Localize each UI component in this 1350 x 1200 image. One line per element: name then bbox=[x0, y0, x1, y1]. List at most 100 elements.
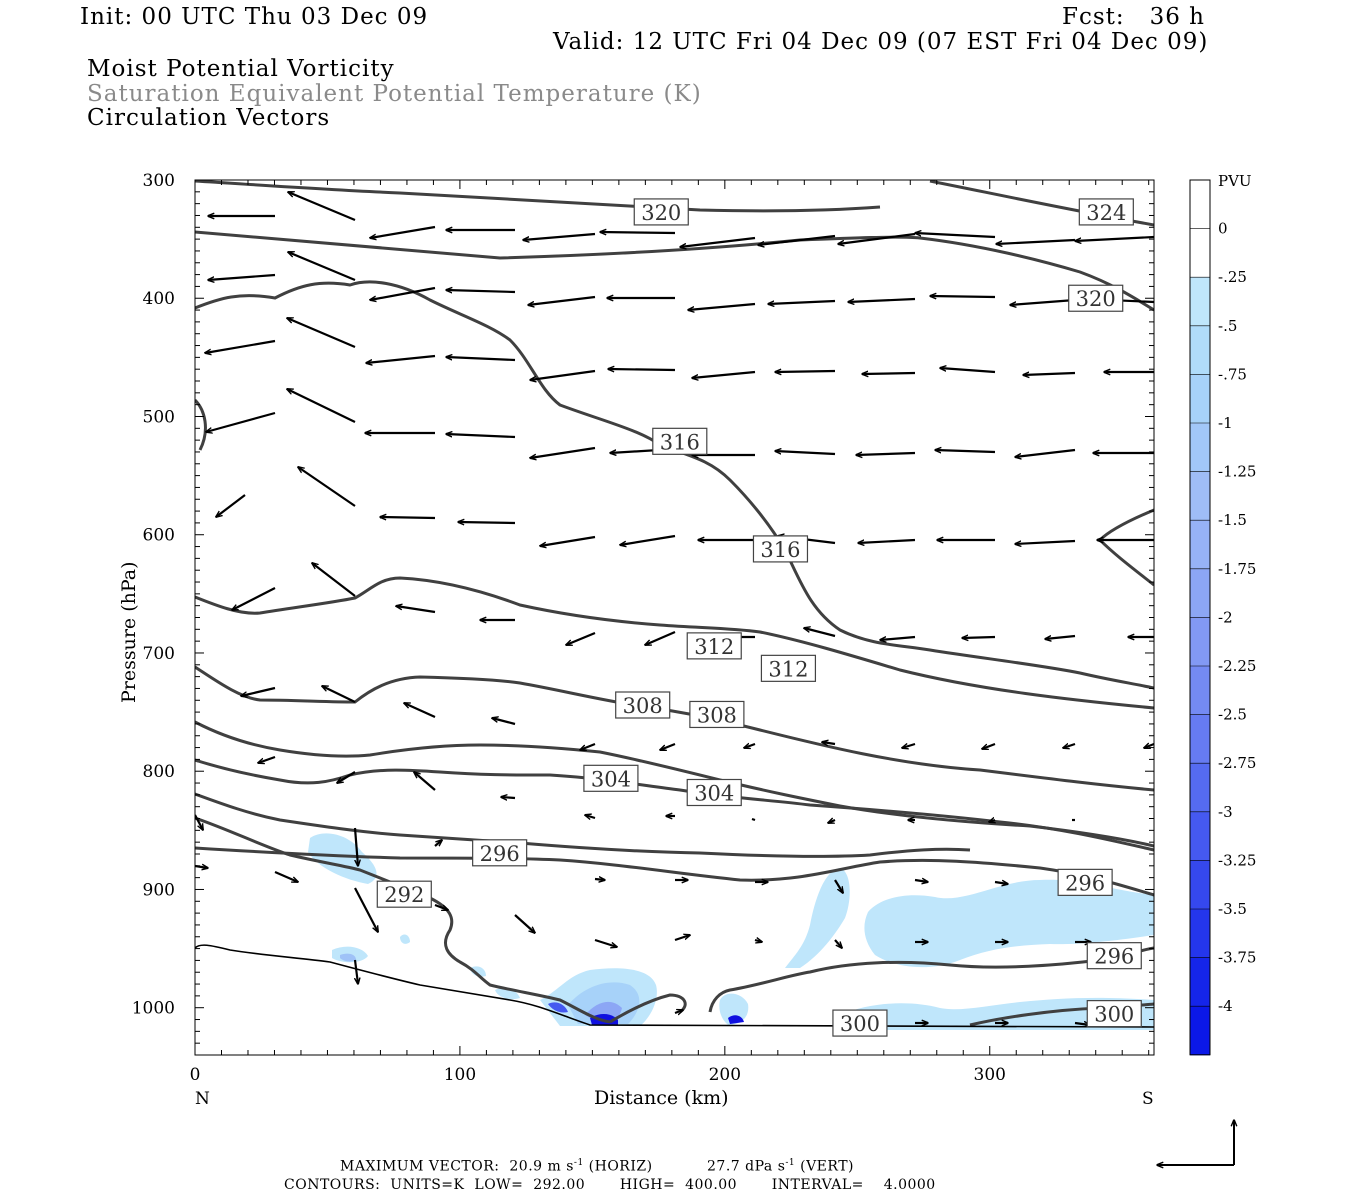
colorbar-units: PVU bbox=[1218, 172, 1252, 190]
colorbar-swatch bbox=[1190, 374, 1210, 423]
colorbar-swatch bbox=[1190, 229, 1210, 278]
pv-colorbar: 0 -.25 -.5 -.75 -1 -1.25 -1.5 -1.75 -2 -2.25 -2.5 -… bbox=[1190, 180, 1256, 1055]
circulation-vector bbox=[858, 540, 915, 543]
x-axis-label: Distance (km) bbox=[594, 1087, 729, 1109]
mpv-shading bbox=[308, 833, 1154, 1030]
south-label: S bbox=[1142, 1089, 1154, 1109]
mpv-shade-area bbox=[400, 935, 410, 944]
circulation-vector bbox=[828, 820, 835, 823]
x-tick-label: 0 bbox=[190, 1065, 201, 1085]
circulation-vector bbox=[287, 389, 355, 422]
y-axis-label: Pressure (hPa) bbox=[118, 561, 140, 703]
y-tick-label: 800 bbox=[143, 762, 175, 782]
contour-label-text: 324 bbox=[1086, 201, 1126, 225]
colorbar-swatch bbox=[1190, 909, 1210, 958]
circulation-vector bbox=[540, 537, 595, 546]
circulation-vector bbox=[275, 872, 298, 882]
circulation-vector bbox=[848, 299, 915, 302]
y-tick-label: 700 bbox=[143, 644, 175, 664]
contour-label-text: 296 bbox=[1094, 945, 1134, 969]
circulation-vector bbox=[692, 372, 755, 378]
colorbar-swatch bbox=[1190, 472, 1210, 521]
circulation-vector bbox=[915, 233, 995, 237]
circulation-vector bbox=[595, 940, 617, 947]
circulation-vector bbox=[744, 744, 755, 748]
x-tick-label: 100 bbox=[444, 1065, 476, 1085]
mpv-shade-area bbox=[785, 868, 850, 968]
contour-label: 316 bbox=[653, 428, 707, 454]
circulation-vector bbox=[585, 815, 595, 818]
contour-label-text: 320 bbox=[1076, 287, 1116, 311]
contour-label-text: 308 bbox=[623, 694, 663, 718]
circulation-vector bbox=[208, 275, 275, 280]
contour-label-text: 292 bbox=[384, 883, 424, 907]
circulation-vector bbox=[600, 232, 675, 233]
colorbar-swatch bbox=[1190, 812, 1210, 861]
circulation-vector bbox=[414, 772, 435, 790]
contour-label-text: 308 bbox=[697, 703, 737, 727]
circulation-vector bbox=[396, 606, 435, 612]
contour-label-text: 312 bbox=[694, 635, 734, 659]
contour-label: 296 bbox=[473, 840, 527, 866]
circulation-vector bbox=[206, 413, 275, 432]
contour-label: 320 bbox=[634, 199, 688, 225]
circulation-vector bbox=[355, 888, 378, 932]
circulation-vector bbox=[856, 453, 915, 455]
circulation-vector bbox=[915, 880, 928, 882]
circulation-vector bbox=[675, 935, 690, 940]
circulation-vector bbox=[775, 371, 835, 372]
colorbar-label: -2 bbox=[1218, 608, 1233, 626]
circulation-vector bbox=[205, 341, 275, 353]
colorbar-swatch bbox=[1190, 423, 1210, 472]
circulation-vector bbox=[404, 703, 435, 717]
colorbar-label: -4 bbox=[1218, 997, 1233, 1015]
colorbar-swatch bbox=[1190, 958, 1210, 1007]
circulation-vector bbox=[940, 368, 995, 372]
circulation-vector bbox=[355, 960, 358, 984]
theta-es-contour bbox=[1100, 510, 1154, 585]
circulation-vector bbox=[688, 304, 755, 310]
circulation-vector bbox=[595, 879, 605, 880]
circulation-vector bbox=[755, 940, 762, 942]
colorbar-swatch bbox=[1190, 763, 1210, 812]
colorbar-label: -3.25 bbox=[1218, 851, 1256, 869]
contour-label-text: 316 bbox=[760, 538, 800, 562]
circulation-vector bbox=[566, 633, 595, 645]
circulation-vector bbox=[1015, 541, 1075, 544]
circulation-vector bbox=[835, 940, 842, 948]
circulation-vector bbox=[1045, 636, 1075, 639]
circulation-vector bbox=[775, 451, 835, 454]
contour-label: 320 bbox=[1069, 285, 1123, 311]
colorbar-swatch bbox=[1190, 520, 1210, 569]
contour-label: 304 bbox=[584, 765, 638, 791]
circulation-vector bbox=[528, 297, 595, 305]
circulation-vector bbox=[620, 536, 675, 545]
circulation-vector bbox=[241, 688, 275, 696]
contour-label: 308 bbox=[616, 692, 670, 718]
circulation-vector bbox=[458, 522, 515, 523]
y-tick-label: 400 bbox=[143, 289, 175, 309]
contour-label: 292 bbox=[377, 881, 431, 907]
contour-label: 312 bbox=[761, 655, 815, 681]
colorbar-label: -3.75 bbox=[1218, 949, 1256, 967]
contour-info: CONTOURS: UNITS=K LOW= 292.00 HIGH= 400.… bbox=[284, 1177, 936, 1193]
north-label: N bbox=[195, 1089, 210, 1109]
contour-label-text: 304 bbox=[591, 767, 631, 791]
circulation-vector bbox=[446, 357, 515, 360]
circulation-vector bbox=[935, 450, 995, 452]
colorbar-label: -3 bbox=[1218, 803, 1233, 821]
y-tick-label: 1000 bbox=[132, 999, 175, 1019]
circulation-vector bbox=[1063, 744, 1075, 748]
colorbar-swatch bbox=[1190, 569, 1210, 618]
circulation-vector bbox=[288, 252, 355, 280]
theta-es-contour bbox=[195, 400, 205, 450]
circulation-vector bbox=[530, 371, 595, 380]
circulation-vector bbox=[645, 632, 675, 645]
circulation-vector bbox=[1075, 237, 1154, 241]
circulation-vector bbox=[982, 744, 995, 749]
contour-label: 300 bbox=[833, 1010, 887, 1036]
circulation-vector bbox=[446, 290, 515, 292]
colorbar-label: -1.5 bbox=[1218, 511, 1247, 529]
contour-label-text: 304 bbox=[694, 782, 734, 806]
contour-label-text: 300 bbox=[1094, 1003, 1134, 1027]
